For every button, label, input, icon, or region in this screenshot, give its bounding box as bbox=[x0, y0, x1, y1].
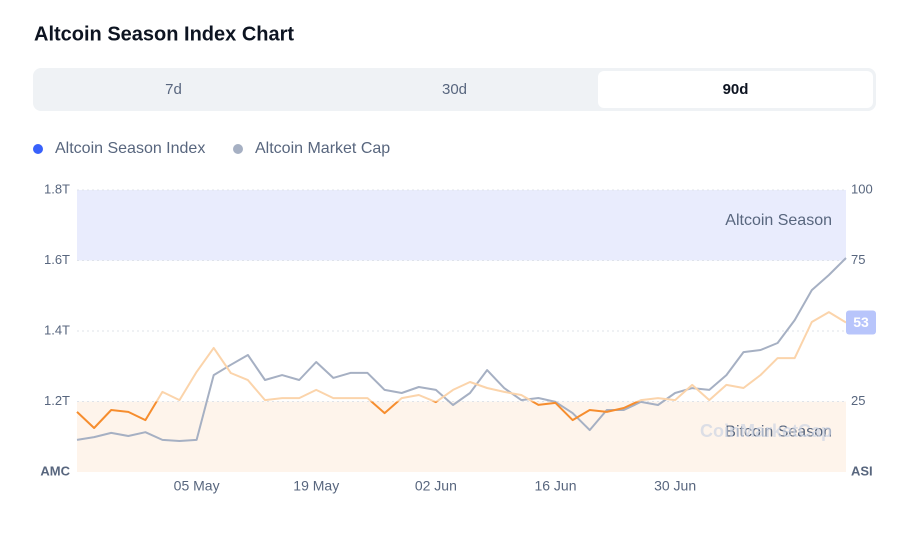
y-tick-label: 1.6T bbox=[44, 252, 70, 267]
y2-tick-label: 25 bbox=[851, 393, 865, 408]
y2-tick-label: 100 bbox=[851, 181, 873, 196]
asi-line-above bbox=[155, 311, 847, 402]
y-tick-label: 1.8T bbox=[44, 181, 70, 196]
watermark: CoinMarketCap bbox=[700, 421, 832, 441]
legend-label[interactable]: Altcoin Market Cap bbox=[255, 140, 390, 157]
legend-label[interactable]: Altcoin Season Index bbox=[55, 140, 205, 157]
band-label: Bitcoin Season bbox=[725, 424, 832, 441]
chart-title: Altcoin Season Index Chart bbox=[34, 23, 294, 45]
x-tick-label: 05 May bbox=[174, 478, 220, 494]
season-band bbox=[77, 190, 846, 261]
tab[interactable]: 7d bbox=[165, 81, 182, 98]
y-tick-label: 1.2T bbox=[44, 393, 70, 408]
y2-axis-title: ASI bbox=[851, 463, 873, 478]
x-tick-label: 02 Jun bbox=[415, 478, 457, 494]
legend-dot bbox=[33, 144, 43, 154]
tab[interactable]: 90d bbox=[723, 81, 749, 98]
x-tick-label: 16 Jun bbox=[534, 478, 576, 494]
y2-tick-label: 75 bbox=[851, 252, 865, 267]
value-badge-label: 53 bbox=[853, 314, 869, 330]
y-tick-label: 1.4T bbox=[44, 322, 70, 337]
x-tick-label: 30 Jun bbox=[654, 478, 696, 494]
tab[interactable]: 30d bbox=[442, 81, 467, 98]
legend-dot bbox=[233, 144, 243, 154]
tab-selected bbox=[598, 71, 873, 108]
band-label: Altcoin Season bbox=[725, 212, 832, 229]
y-axis-title: AMC bbox=[40, 463, 70, 478]
season-band bbox=[77, 401, 846, 472]
value-badge bbox=[846, 310, 876, 335]
amc-line bbox=[76, 257, 847, 442]
x-tick-label: 19 May bbox=[293, 478, 339, 494]
